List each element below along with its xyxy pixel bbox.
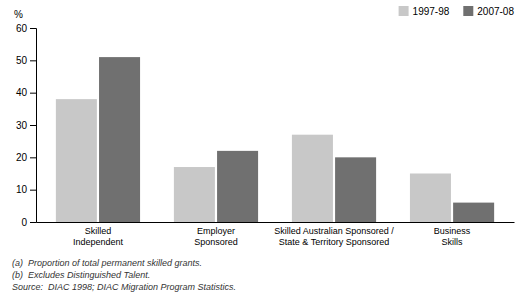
x-tick: EmployerSponsored — [194, 226, 238, 246]
x-tick-label: BusinessSkills — [434, 226, 471, 246]
legend-item: 1997-98 — [399, 6, 450, 17]
x-tick: SkilledIndependent — [73, 226, 124, 246]
y-tick-mark — [30, 222, 36, 223]
x-tick-label-line: Sponsored — [194, 237, 238, 247]
y-tick-label: 30 — [16, 120, 28, 131]
x-tick-label: SkilledIndependent — [73, 226, 124, 246]
y-tick: 40 — [16, 87, 36, 98]
legend-label: 1997-98 — [413, 6, 450, 17]
y-tick: 0 — [21, 217, 36, 228]
footnote: (b) Excludes Distinguished Talent. — [12, 270, 150, 280]
x-tick-label-line: State & Territory Sponsored — [279, 237, 389, 247]
bar-series — [99, 57, 494, 222]
y-tick-mark — [30, 28, 36, 29]
bar — [335, 157, 376, 222]
bar — [410, 174, 451, 223]
y-tick: 10 — [16, 184, 36, 195]
y-tick-mark — [30, 125, 36, 126]
chart-svg: 0102030405060SkilledIndependentEmployerS… — [0, 0, 529, 302]
y-tick-label: 60 — [16, 23, 28, 34]
bar — [99, 57, 140, 222]
bar — [56, 99, 97, 222]
y-tick-label: 20 — [16, 152, 28, 163]
footnotes: (a) Proportion of total permanent skille… — [12, 258, 236, 292]
x-tick-label-line: Independent — [73, 237, 124, 247]
legend: 1997-98 2007-08 — [399, 6, 515, 17]
y-tick: 30 — [16, 120, 36, 131]
y-axis-label: % — [14, 9, 23, 20]
legend-item: 2007-08 — [463, 6, 514, 17]
plot: 0102030405060SkilledIndependentEmployerS… — [16, 23, 515, 247]
legend-swatch — [463, 6, 473, 16]
x-tick-label-line: Skills — [442, 237, 464, 247]
y-axis: 0 10 20 30 40 50 60 — [16, 23, 37, 228]
footnote: Source: DIAC 1998; DIAC Migration Progra… — [12, 282, 236, 292]
x-tick: BusinessSkills — [434, 226, 471, 246]
y-tick-mark — [30, 93, 36, 94]
bars — [56, 57, 494, 222]
x-tick-label: EmployerSponsored — [194, 226, 238, 246]
footnote: (a) Proportion of total permanent skille… — [12, 258, 202, 268]
legend-label: 2007-08 — [477, 6, 514, 17]
y-tick-label: 10 — [16, 184, 28, 195]
x-tick-label-line: Skilled — [85, 226, 112, 236]
x-tick-label-line: Business — [434, 226, 471, 236]
x-tick: Skilled Australian Sponsored /State & Te… — [274, 226, 394, 246]
x-tick-label: Skilled Australian Sponsored /State & Te… — [274, 226, 394, 246]
bar — [174, 167, 215, 222]
y-tick-mark — [30, 190, 36, 191]
bar — [217, 151, 258, 222]
y-tick: 20 — [16, 152, 36, 163]
y-tick: 50 — [16, 55, 36, 66]
bar — [453, 203, 494, 222]
y-tick-label: 50 — [16, 55, 28, 66]
x-tick-label-line: Employer — [197, 226, 235, 236]
y-tick-mark — [30, 157, 36, 158]
y-tick-mark — [30, 60, 36, 61]
bar — [292, 135, 333, 222]
y-tick-label: 40 — [16, 87, 28, 98]
y-tick: 60 — [16, 23, 36, 34]
x-tick-label-line: Skilled Australian Sponsored / — [274, 226, 394, 236]
y-tick-label: 0 — [21, 217, 27, 228]
legend-swatch — [399, 6, 409, 16]
y-axis-line — [30, 29, 37, 223]
chart-container: 0102030405060SkilledIndependentEmployerS… — [0, 0, 529, 302]
x-axis-line — [37, 222, 515, 223]
x-axis: SkilledIndependent EmployerSponsored Skill… — [37, 223, 515, 247]
